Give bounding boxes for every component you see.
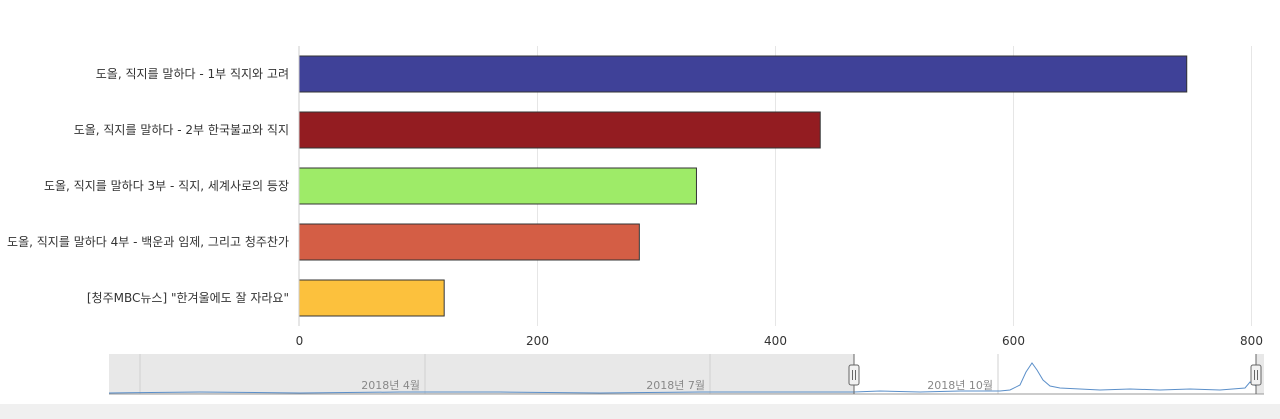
bottom-scrollbar-track[interactable]	[0, 404, 1280, 419]
category-label: 도올, 직지를 말하다 4부 - 백운과 임제, 그리고 청주찬가	[7, 234, 289, 249]
x-tick-label: 600	[1002, 334, 1025, 348]
x-tick-labels: 0 200 400 600 800	[296, 334, 1263, 348]
x-tick-label: 200	[526, 334, 549, 348]
bars	[298, 55, 1188, 317]
navigator-label: 2018년 10월	[927, 379, 993, 392]
category-label: 도올, 직지를 말하다 3부 - 직지, 세계사로의 등장	[44, 179, 289, 193]
navigator-left-handle[interactable]	[848, 364, 860, 386]
x-tick-label: 0	[296, 334, 304, 348]
bar[interactable]	[298, 55, 1188, 93]
category-label: 도올, 직지를 말하다 - 2부 한국불교와 직지	[74, 123, 289, 137]
navigator-series-line	[108, 362, 1257, 394]
bar[interactable]	[298, 279, 445, 317]
navigator-label: 2018년 7월	[646, 379, 705, 392]
x-tick-label: 800	[1240, 334, 1263, 348]
bar[interactable]	[298, 167, 697, 205]
navigator-right-handle[interactable]	[1250, 364, 1262, 386]
category-label: [청주MBC뉴스] "한겨울에도 잘 자라요"	[87, 291, 289, 305]
x-tick-label: 400	[764, 334, 787, 348]
bar[interactable]	[298, 223, 640, 261]
bar[interactable]	[298, 111, 821, 149]
navigator-label: 2018년 4월	[361, 379, 420, 392]
category-label: 도올, 직지를 말하다 - 1부 직지와 고려	[96, 67, 289, 81]
navigator[interactable]: 2018년 4월 2018년 7월 2018년 10월	[108, 354, 1264, 395]
navigator-unselected-area	[109, 354, 854, 394]
